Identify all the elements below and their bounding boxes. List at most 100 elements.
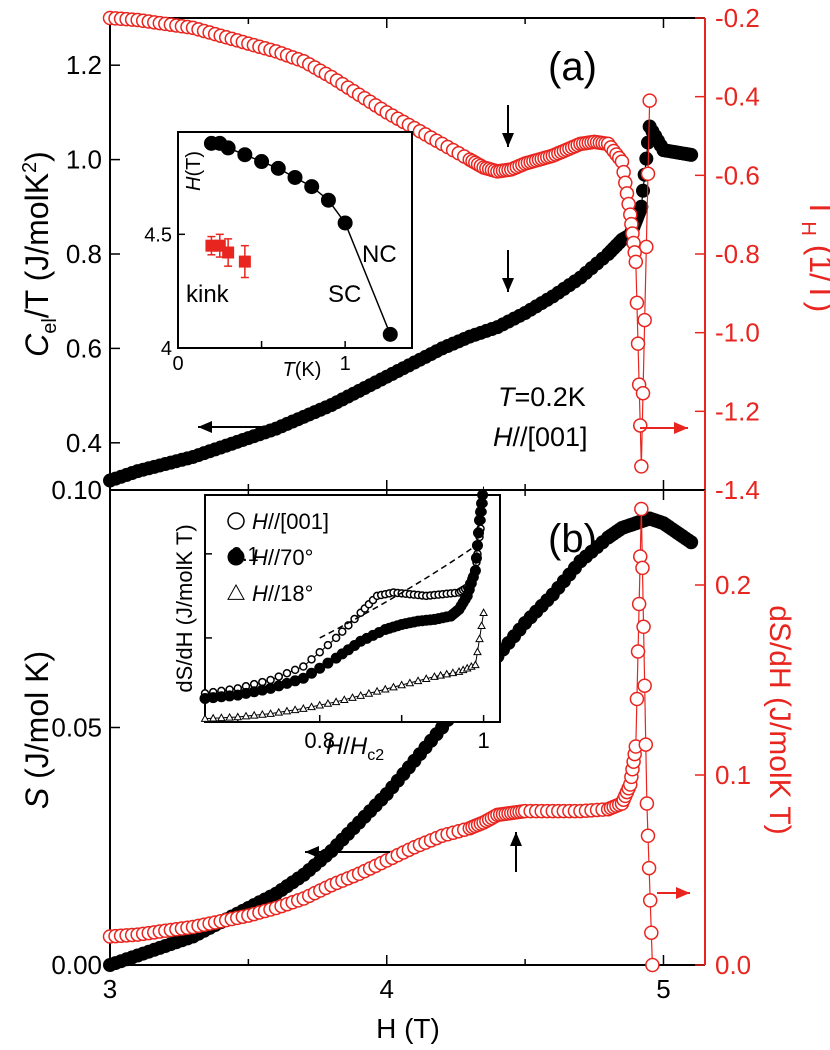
data-point — [628, 254, 644, 270]
inset-a-ylabel-part: H — [183, 176, 205, 191]
left-tick-label: 1.0 — [66, 145, 102, 175]
inset-b-point — [266, 675, 275, 685]
right-tick-label: 0.2 — [715, 570, 751, 600]
inset-b-point — [217, 713, 226, 722]
left-axis-title-part: /T (J/molK — [19, 173, 55, 318]
data-point — [635, 560, 650, 576]
inset-b-point — [241, 711, 251, 720]
left-tick-label: 0.05 — [51, 713, 102, 743]
inset-b-point — [477, 621, 486, 630]
left-tick-label: 1.2 — [66, 50, 102, 80]
phase-boundary-point — [237, 147, 253, 163]
data-point — [636, 619, 651, 635]
inset-a-ylabel-part: (T) — [183, 151, 205, 177]
kink-point — [238, 255, 251, 268]
data-point — [631, 596, 647, 612]
inset-b-point — [413, 676, 423, 685]
inset-b-legend-label-part: H — [252, 509, 268, 534]
left-tick-label: 0.00 — [51, 950, 102, 980]
condition-H-part: //[001] — [513, 422, 588, 452]
right-axis-title-part: Γ — [803, 204, 830, 222]
inset-b-point — [290, 705, 300, 714]
inset-a-ytick-label: 4.5 — [144, 224, 172, 246]
left-axis-title-part: el — [39, 318, 61, 334]
inset-a-ytick-label: 4 — [161, 338, 172, 360]
series-Γ_H — [102, 10, 657, 474]
right-tick-label: -1.0 — [715, 318, 760, 348]
inset-b-series-H//70° — [199, 486, 489, 704]
inset-b-point — [322, 657, 334, 669]
inset-b-point — [356, 690, 366, 699]
arrow-kink-c — [502, 250, 514, 292]
inset-b-xlabel-part: H — [350, 733, 368, 760]
data-point — [639, 151, 654, 166]
inset-b-point — [307, 655, 316, 664]
inset-b-point — [297, 672, 309, 684]
inset-b-dashed-line — [319, 548, 472, 639]
inset-b-point — [299, 662, 308, 671]
data-point — [639, 239, 654, 255]
inset-b-point — [323, 698, 333, 707]
inset-a-xlabel: T(K) — [283, 359, 322, 381]
inset-a-xtick-label: 1 — [340, 353, 351, 375]
left-axis-title-part: (J/mol K) — [19, 651, 55, 788]
arrow-kink-dsdh — [510, 832, 522, 872]
inset-b-point — [389, 682, 398, 691]
x-tick-label: 5 — [656, 974, 670, 1004]
phase-boundary-point — [320, 192, 336, 208]
data-point — [640, 166, 656, 182]
inset-b-legend-label: H//70° — [252, 545, 313, 570]
inset-b-point — [471, 660, 480, 669]
inset-b-xlabel-part: / — [343, 733, 350, 760]
left-axis-title-part: C — [19, 333, 55, 357]
inset-b-point — [331, 633, 341, 643]
phase-boundary-point — [254, 154, 270, 170]
inset-b-point — [472, 527, 484, 539]
data-point — [640, 828, 656, 844]
inset-b-point — [225, 712, 234, 721]
inset-b-legend-label-part: //[001] — [268, 509, 329, 534]
phase-boundary-point — [220, 140, 236, 156]
panel-a: 0.4 0.6 0.8 1.0 1.2 -1.4 -1.2 -1.0 -0.8 -0.6 -0.4 -… — [19, 3, 830, 505]
x-tick-label: 4 — [380, 974, 394, 1004]
arrow-right-to-axis-head — [676, 887, 690, 899]
inset-b-legend-symbol — [227, 512, 245, 530]
inset-a-label-kink: kink — [186, 281, 230, 308]
inset-b-point — [282, 668, 292, 678]
panel-label: (a) — [548, 45, 597, 89]
inset-b-legend-symbol — [227, 548, 245, 566]
left-axis-title-part: S — [19, 788, 55, 809]
inset-b-point — [405, 678, 415, 687]
left-tick-label: 0.8 — [66, 239, 102, 269]
inset-b-point — [200, 714, 210, 722]
kink-point — [222, 246, 235, 259]
phase-boundary-point — [337, 215, 353, 231]
inset-b-xtick-label: 0.8 — [304, 728, 335, 753]
inset-b-point — [380, 684, 390, 693]
right-tick-label: -1.2 — [715, 396, 760, 426]
inset-b-point — [477, 489, 489, 501]
data-point — [642, 93, 657, 108]
right-tick-label: -0.2 — [715, 3, 760, 33]
data-point — [684, 535, 699, 550]
data-point — [641, 860, 657, 876]
left-axis-title-part: 2 — [19, 162, 41, 173]
right-tick-label: 0.0 — [715, 950, 751, 980]
right-axis-title-part: H — [797, 221, 819, 235]
x-tick-label: 3 — [103, 974, 117, 1004]
inset-b-point — [274, 707, 284, 716]
inset-b-point — [339, 695, 349, 704]
series-dS/dH — [102, 501, 660, 973]
right-tick-label: -0.8 — [715, 239, 760, 269]
inset-b-point — [397, 680, 407, 689]
inset-b-point — [364, 688, 374, 697]
inset-b-ylabel: dS/dH (J/molK T) — [172, 524, 197, 692]
data-point — [635, 385, 651, 401]
inset-b-point — [448, 668, 458, 677]
arrow-kink-dsdh-head — [510, 832, 522, 846]
inset-b-point — [338, 627, 347, 636]
inset-b-point — [473, 647, 482, 656]
data-point — [638, 737, 654, 752]
inset-b-point — [436, 670, 445, 679]
